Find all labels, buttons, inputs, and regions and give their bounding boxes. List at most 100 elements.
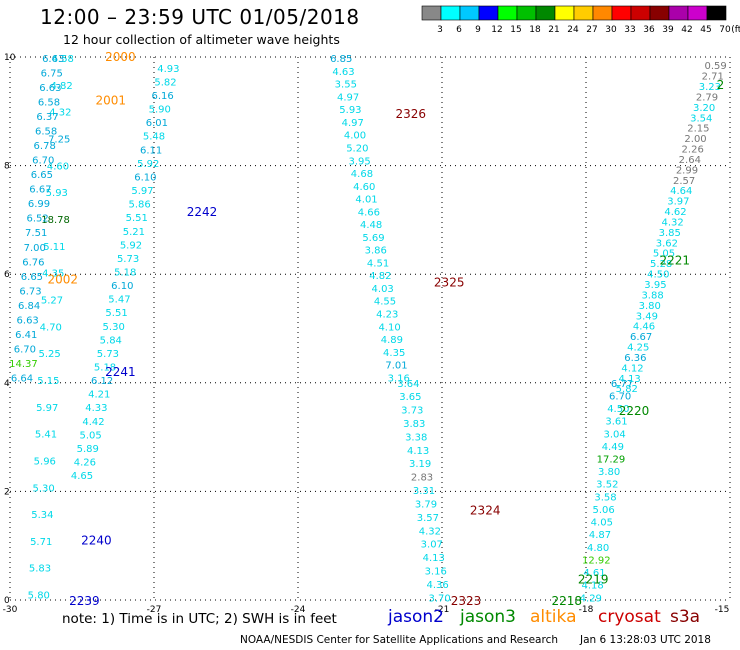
colorbar-label: 6 (456, 25, 462, 35)
wave-height-point: 6.78 (34, 141, 56, 152)
colorbar-label: 70 (719, 25, 731, 35)
wave-height-point: 6.70 (609, 391, 631, 402)
colorbar-label: 39 (662, 25, 674, 35)
orbit-label: 2325 (434, 275, 465, 289)
orbit-label: 2220 (619, 404, 650, 418)
wave-height-point: 3.07 (421, 540, 443, 551)
wave-height-point: 4.18 (582, 581, 604, 592)
wave-height-point: 5.25 (38, 349, 60, 360)
wave-height-point: 5.15 (37, 376, 59, 387)
colorbar-label: 24 (567, 25, 579, 35)
wave-height-point: 3.62 (656, 238, 678, 249)
wave-height-point: 6.99 (28, 199, 50, 210)
y-tick-label: 8 (4, 162, 10, 172)
chart-title: 12:00 – 23:59 UTC 01/05/2018 (40, 5, 360, 29)
wave-height-point: 5.69 (362, 233, 384, 244)
x-tick-label: -18 (579, 605, 594, 615)
wave-height-point: 6.75 (41, 69, 63, 80)
wave-height-point: 4.93 (157, 64, 179, 75)
wave-height-point: 5.80 (28, 591, 50, 602)
wave-height-point: 6.52 (26, 214, 48, 225)
wave-height-point: 4.82 (50, 81, 72, 92)
wave-height-point: 5.84 (100, 335, 122, 346)
wave-height-point: 5.20 (346, 143, 368, 154)
wave-height-point: 5.82 (154, 77, 176, 88)
wave-height-point: 4.62 (664, 207, 686, 218)
wave-height-point: 4.97 (337, 92, 359, 103)
wave-height-point: 3.64 (397, 379, 419, 390)
wave-height-point: 4.97 (342, 118, 364, 129)
wave-height-point: 5.06 (593, 505, 615, 516)
wave-height-point: 3.16 (388, 373, 410, 384)
wave-height-point: 5.97 (36, 403, 58, 414)
wave-height-point: 3.38 (405, 432, 427, 443)
wave-height-point: 4.51 (367, 258, 389, 269)
note-text: note: 1) Time is in UTC; 2) SWH is in fe… (62, 611, 337, 627)
wave-height-point: 4.10 (378, 322, 400, 333)
wave-height-point: 5.11 (43, 242, 65, 253)
wave-height-point: 3.58 (594, 492, 616, 503)
wave-height-point: 3.20 (693, 103, 715, 114)
wave-height-point: 4.46 (633, 322, 655, 333)
wave-height-point: 6.58 (35, 127, 57, 138)
wave-height-point: 0.59 (704, 61, 726, 72)
chart-subtitle: 12 hour collection of altimeter wave hei… (63, 32, 340, 47)
wave-height-point: 6.10 (134, 172, 156, 183)
wave-height-point: 5.28 (650, 259, 672, 270)
wave-height-point: 6.67 (630, 332, 652, 343)
wave-height-point: 6.84 (18, 301, 40, 312)
wave-height-point: 6.64 (11, 373, 33, 384)
orbit-label: 2 (717, 78, 725, 92)
wave-height-point: 5.89 (77, 444, 99, 455)
wave-height-point: 5.93 (46, 188, 68, 199)
wave-height-point: 5.97 (131, 186, 153, 197)
orbit-label: 2240 (81, 533, 112, 547)
wave-height-point: 4.33 (85, 403, 107, 414)
wave-height-point: 6.01 (146, 118, 168, 129)
colorbar-unit: (ft) (731, 25, 740, 35)
wave-height-point: 4.03 (372, 284, 394, 295)
timestamp-text: Jan 6 13:28:03 UTC 2018 (580, 634, 711, 646)
wave-height-point: 6.85 (330, 54, 352, 65)
wave-height-point: 4.32 (419, 526, 441, 537)
wave-height-point: 4.89 (381, 335, 403, 346)
wave-height-point: 2.99 (676, 165, 698, 176)
orbit-label: 2221 (660, 254, 691, 268)
orbit-label: 2239 (69, 594, 100, 608)
wave-height-point: 6.77 (611, 379, 633, 390)
wave-height-point: 4.32 (49, 108, 71, 119)
wave-height-point: 4.32 (661, 217, 683, 228)
legend-jason3: jason3 (460, 607, 516, 627)
wave-height-point: 7.00 (24, 243, 46, 254)
wave-height-point: 5.92 (137, 159, 159, 170)
wave-height-point: 5.30 (32, 483, 54, 494)
wave-height-point: 3.70 (428, 593, 450, 604)
wave-height-point: 17.29 (597, 455, 626, 466)
credit-text: NOAA/NESDIS Center for Satellite Applica… (240, 634, 558, 646)
x-tick-label: -27 (147, 605, 162, 615)
wave-height-point: 12.92 (582, 555, 611, 566)
wave-height-point: 6.73 (19, 286, 41, 297)
wave-height-point: 6.70 (14, 344, 36, 355)
wave-height-point: 4.80 (587, 543, 609, 554)
wave-height-point: 4.60 (353, 182, 375, 193)
wave-height-point: 4.70 (40, 322, 62, 333)
wave-height-point: 3.55 (335, 80, 357, 91)
wave-height-point: 5.18 (114, 267, 136, 278)
orbit-label: 2326 (396, 107, 427, 121)
wave-height-point: 4.13 (423, 553, 445, 564)
orbit-label: 2324 (470, 503, 501, 517)
legend-jason2: jason2 (388, 607, 444, 627)
wave-height-point: 4.36 (427, 580, 449, 591)
wave-height-point: 4.50 (607, 404, 629, 415)
colorbar-label: 18 (529, 25, 541, 35)
colorbar-label: 12 (491, 25, 502, 35)
wave-height-point: 2.64 (679, 155, 701, 166)
y-tick-label: 0 (4, 596, 10, 606)
legend-altika: altika (530, 607, 577, 627)
wave-height-point: 18.78 (41, 215, 70, 226)
wave-height-point: 4.55 (374, 297, 396, 308)
wave-height-point: 3.61 (605, 417, 627, 428)
y-tick-label: 10 (4, 53, 16, 63)
